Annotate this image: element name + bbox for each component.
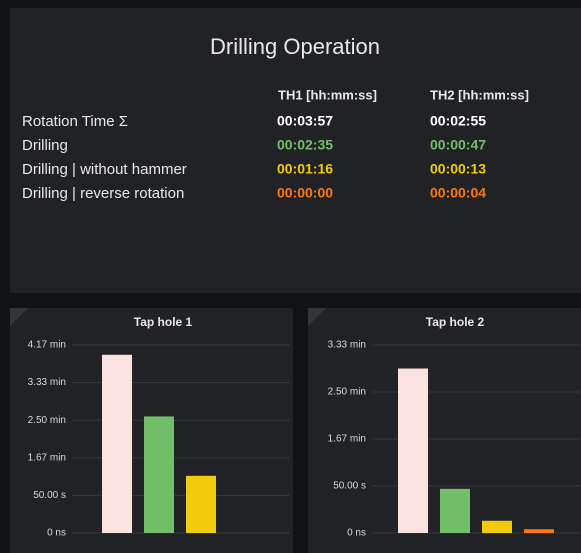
y-tick-label: 0 ns bbox=[347, 528, 366, 539]
table-panel bbox=[10, 8, 581, 293]
column-header: TH1 [hh:mm:ss] bbox=[278, 87, 377, 102]
info-icon[interactable] bbox=[10, 308, 28, 326]
cell-value: 00:01:16 bbox=[277, 161, 333, 177]
panel-title: Drilling Operation bbox=[210, 34, 380, 59]
info-icon[interactable] bbox=[308, 308, 326, 326]
cell-value: 00:00:00 bbox=[277, 185, 333, 201]
y-tick-label: 2.50 min bbox=[28, 415, 66, 426]
chart-title: Tap hole 2 bbox=[426, 315, 485, 329]
row-label: Drilling | reverse rotation bbox=[22, 185, 184, 202]
y-tick-label: 1.67 min bbox=[328, 434, 366, 445]
bar bbox=[398, 368, 428, 533]
bar bbox=[144, 416, 174, 533]
row-label: Drilling | without hammer bbox=[22, 161, 187, 178]
row-label: Rotation Time Σ bbox=[22, 113, 128, 130]
cell-value: 00:00:47 bbox=[430, 137, 486, 153]
y-tick-label: 3.33 min bbox=[28, 377, 66, 388]
y-tick-label: 2.50 min bbox=[328, 387, 366, 398]
bar bbox=[440, 488, 470, 533]
cell-value: 00:02:35 bbox=[277, 137, 333, 153]
cell-value: 00:00:13 bbox=[430, 161, 486, 177]
row-label: Drilling bbox=[22, 137, 68, 154]
cell-value: 00:00:04 bbox=[430, 185, 486, 201]
bar bbox=[102, 354, 132, 533]
y-tick-label: 3.33 min bbox=[328, 340, 366, 351]
y-tick-label: 50.00 s bbox=[333, 481, 366, 492]
bar bbox=[524, 529, 554, 533]
chart-title: Tap hole 1 bbox=[134, 315, 193, 329]
y-tick-label: 4.17 min bbox=[28, 340, 66, 351]
y-tick-label: 50.00 s bbox=[33, 490, 66, 501]
y-tick-label: 0 ns bbox=[47, 528, 66, 539]
column-header: TH2 [hh:mm:ss] bbox=[430, 87, 529, 102]
y-tick-label: 1.67 min bbox=[28, 452, 66, 463]
cell-value: 00:02:55 bbox=[430, 113, 486, 129]
bar bbox=[482, 520, 512, 533]
cell-value: 00:03:57 bbox=[277, 113, 333, 129]
bar bbox=[186, 475, 216, 533]
